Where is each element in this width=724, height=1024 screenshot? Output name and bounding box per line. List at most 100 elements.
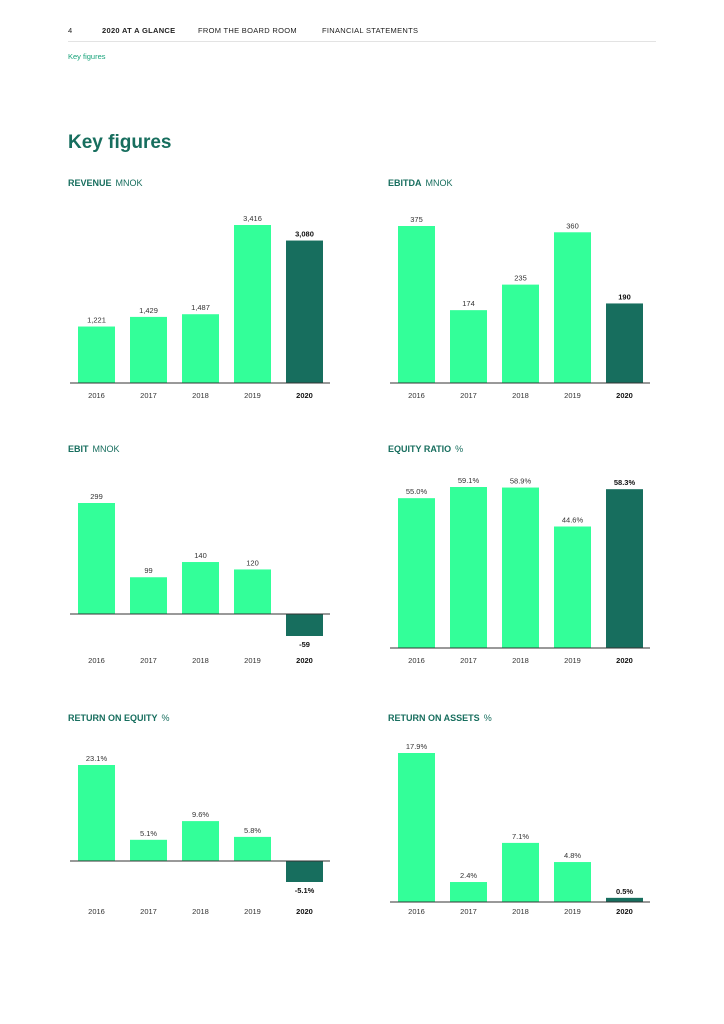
tick-label: 2016 bbox=[408, 907, 425, 916]
data-label: 4.8% bbox=[564, 851, 581, 860]
tick-label: 2019 bbox=[564, 907, 581, 916]
bar bbox=[286, 240, 323, 383]
bar bbox=[234, 836, 271, 861]
tick-label: 2018 bbox=[192, 907, 209, 916]
bar bbox=[182, 314, 219, 383]
tick-label: 2019 bbox=[244, 656, 261, 665]
bar bbox=[450, 310, 487, 383]
tick-label: 2016 bbox=[88, 656, 105, 665]
data-label: 58.3% bbox=[614, 478, 636, 487]
bar bbox=[286, 861, 323, 882]
chart-title: REVENUE MNOK bbox=[68, 178, 143, 188]
chart-equity-ratio-svg: 55.0% 2016 59.1% 2017 58.9% 2018 44.6% 2019 58.3… bbox=[390, 476, 650, 665]
tick-label: 2019 bbox=[244, 907, 261, 916]
chart-title-text: RETURN ON ASSETS bbox=[388, 713, 480, 723]
data-label: 375 bbox=[410, 215, 423, 224]
chart-title: EQUITY RATIO% bbox=[388, 444, 463, 454]
data-label: 23.1% bbox=[86, 754, 108, 763]
breadcrumb[interactable]: Key figures bbox=[68, 52, 106, 61]
tick-label: 2020 bbox=[296, 656, 313, 665]
chart-return-on-assets-svg: 17.9% 2016 2.4% 2017 7.1% 2018 4.8% 2019 0.5% 202… bbox=[390, 742, 650, 916]
chart-title: EBIT MNOK bbox=[68, 444, 120, 454]
data-label: 2.4% bbox=[460, 871, 477, 880]
bar bbox=[502, 842, 539, 902]
data-label: 59.1% bbox=[458, 476, 480, 485]
chart-return-on-equity-svg: 23.1% 2016 5.1% 2017 9.6% 2018 5.8% 2019 -5.1% 20… bbox=[70, 754, 330, 916]
data-label: 190 bbox=[618, 292, 631, 301]
data-label: -5.1% bbox=[295, 886, 315, 895]
data-label: 1,221 bbox=[87, 316, 106, 325]
data-label: 9.6% bbox=[192, 810, 209, 819]
tick-label: 2018 bbox=[512, 656, 529, 665]
chart-unit: % bbox=[161, 713, 170, 723]
chart-title: RETURN ON ASSETS% bbox=[388, 713, 492, 723]
data-label: 5.8% bbox=[244, 826, 261, 835]
tick-label: 2019 bbox=[564, 391, 581, 400]
bar bbox=[182, 821, 219, 861]
data-label: 55.0% bbox=[406, 487, 428, 496]
nav-from-the-board-room[interactable]: FROM THE BOARD ROOM bbox=[198, 26, 297, 35]
tick-label: 2020 bbox=[616, 391, 633, 400]
data-label: 140 bbox=[194, 551, 207, 560]
data-label: 99 bbox=[144, 566, 152, 575]
tick-label: 2017 bbox=[460, 391, 477, 400]
bar bbox=[130, 316, 167, 383]
tick-label: 2016 bbox=[408, 391, 425, 400]
bar bbox=[606, 489, 643, 648]
chart-unit: MNOK bbox=[115, 178, 143, 188]
tick-label: 2018 bbox=[512, 907, 529, 916]
chart-revenue: REVENUE MNOK 1,221 2016 1,429 2017 1,487 2018 3… bbox=[68, 178, 330, 428]
data-label: 299 bbox=[90, 492, 103, 501]
chart-unit: % bbox=[483, 713, 492, 723]
chart-unit: % bbox=[455, 444, 464, 454]
chart-title-text: RETURN ON EQUITY bbox=[68, 713, 158, 723]
chart-title-text: EBIT bbox=[68, 444, 89, 454]
bar bbox=[78, 765, 115, 861]
tick-label: 2016 bbox=[88, 907, 105, 916]
tick-label: 2020 bbox=[616, 907, 633, 916]
nav-2020-at-a-glance[interactable]: 2020 AT A GLANCE bbox=[102, 26, 176, 35]
chart-ebit-svg: 299 2016 99 2017 140 2018 120 2019 -59 2020 bbox=[70, 492, 330, 665]
bar bbox=[450, 487, 487, 648]
tick-label: 2017 bbox=[140, 656, 157, 665]
tick-label: 2017 bbox=[140, 907, 157, 916]
data-label: 44.6% bbox=[562, 516, 584, 525]
chart-title-text: REVENUE bbox=[68, 178, 112, 188]
data-label: 235 bbox=[514, 274, 527, 283]
bar bbox=[234, 225, 271, 383]
tick-label: 2017 bbox=[460, 907, 477, 916]
data-label: 58.9% bbox=[510, 477, 532, 486]
chart-equity-ratio: EQUITY RATIO% 55.0% 2016 59.1% 2017 58.9% 201… bbox=[388, 444, 650, 694]
data-label: 7.1% bbox=[512, 832, 529, 841]
tick-label: 2020 bbox=[296, 907, 313, 916]
tick-label: 2018 bbox=[192, 391, 209, 400]
page-title: Key figures bbox=[68, 132, 172, 153]
bar bbox=[554, 232, 591, 383]
data-label: 3,416 bbox=[243, 214, 262, 223]
tick-label: 2020 bbox=[296, 391, 313, 400]
bar bbox=[130, 839, 167, 861]
chart-title-text: EBITDA bbox=[388, 178, 422, 188]
tick-label: 2020 bbox=[616, 656, 633, 665]
bar bbox=[398, 753, 435, 902]
bar bbox=[502, 487, 539, 648]
bar bbox=[554, 526, 591, 648]
chart-ebit: EBIT MNOK 299 2016 99 2017 140 2018 120 2019 -59 2… bbox=[68, 444, 330, 694]
page-number: 4 bbox=[68, 26, 73, 35]
data-label: 1,429 bbox=[139, 306, 158, 315]
tick-label: 2016 bbox=[88, 391, 105, 400]
tick-label: 2016 bbox=[408, 656, 425, 665]
nav-financial-statements[interactable]: FINANCIAL STATEMENTS bbox=[322, 26, 419, 35]
data-label: 360 bbox=[566, 221, 579, 230]
bar bbox=[398, 226, 435, 383]
tick-label: 2017 bbox=[460, 656, 477, 665]
bar bbox=[450, 882, 487, 902]
bar bbox=[78, 503, 115, 614]
data-label: -59 bbox=[299, 640, 310, 649]
chart-ebitda: EBITDA MNOK 375 2016 174 2017 235 2018 360 2019 1… bbox=[388, 178, 650, 428]
bar bbox=[606, 897, 643, 902]
bar bbox=[502, 284, 539, 383]
tick-label: 2018 bbox=[192, 656, 209, 665]
bar bbox=[554, 862, 591, 902]
bar bbox=[286, 614, 323, 636]
